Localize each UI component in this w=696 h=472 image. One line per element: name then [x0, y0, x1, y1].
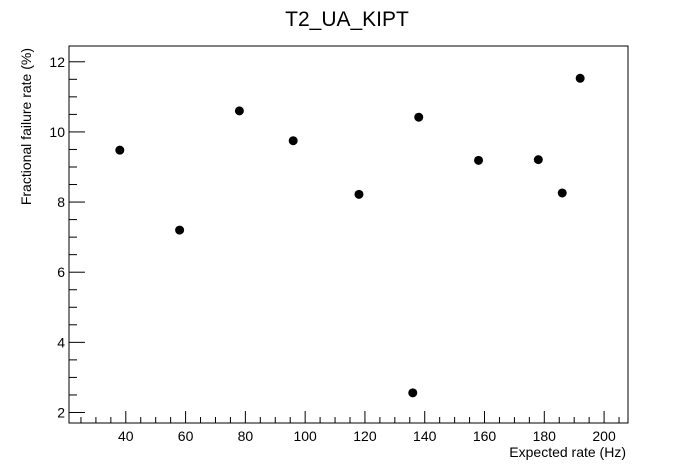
data-point [474, 155, 484, 165]
y-tick-label: 4 [57, 334, 65, 350]
x-tick-label: 140 [413, 428, 437, 444]
data-point [414, 112, 424, 122]
x-tick-label: 180 [533, 428, 557, 444]
data-point [533, 155, 543, 165]
y-tick-label: 12 [49, 54, 65, 70]
y-tick-label: 6 [57, 264, 65, 280]
x-tick-label: 100 [293, 428, 317, 444]
x-axis-label: Expected rate (Hz) [509, 444, 626, 460]
y-tick-label: 8 [57, 194, 65, 210]
x-tick-label: 200 [592, 428, 616, 444]
y-tick-label: 10 [49, 124, 65, 140]
data-point [234, 106, 244, 116]
x-tick-label: 160 [473, 428, 497, 444]
data-point [288, 136, 298, 146]
data-point [408, 388, 418, 398]
data-points [115, 73, 585, 398]
x-tick-label: 40 [118, 428, 134, 444]
y-tick-label: 2 [57, 404, 65, 420]
x-tick-label: 80 [238, 428, 254, 444]
data-point [557, 188, 567, 198]
x-axis-tick-labels: 40 60 80 100 120 140 160 180 200 [118, 428, 616, 444]
x-tick-label: 120 [353, 428, 377, 444]
y-axis-tick-labels: 2 4 6 8 10 12 [49, 54, 65, 421]
data-point [175, 225, 185, 235]
plot-frame [68, 45, 629, 424]
data-point [575, 73, 585, 83]
x-tick-label: 60 [178, 428, 194, 444]
x-axis-ticks [80, 411, 620, 423]
chart-title: T2_UA_KIPT [285, 8, 409, 31]
data-point [115, 145, 125, 155]
data-point [354, 189, 364, 199]
y-axis-label: Fractional failure rate (%) [18, 48, 34, 205]
y-axis-ticks [69, 61, 85, 413]
